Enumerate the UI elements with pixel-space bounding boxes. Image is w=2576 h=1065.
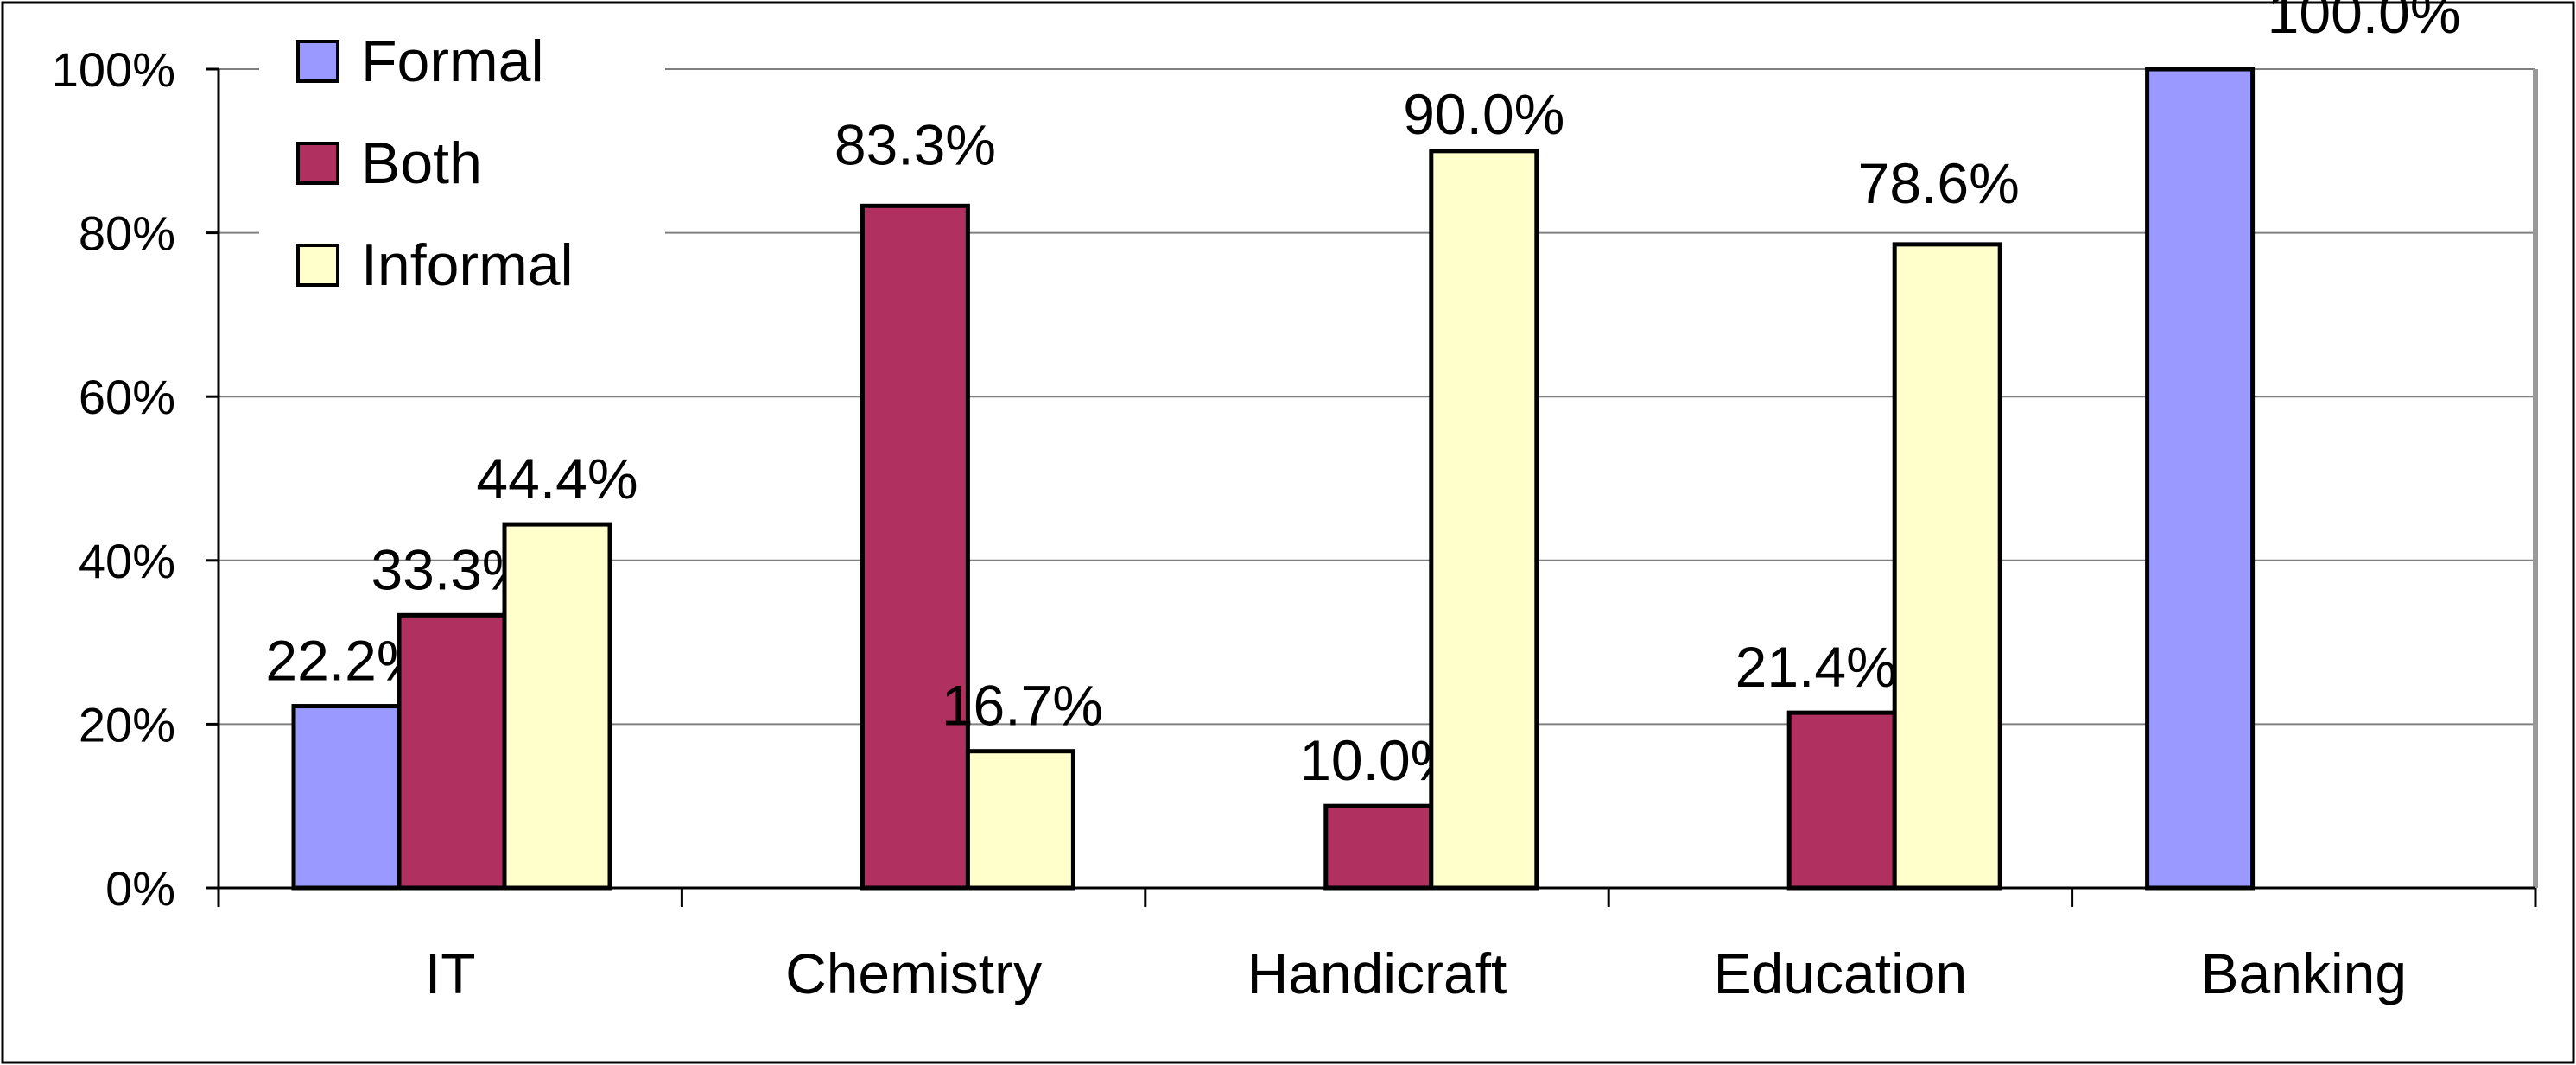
bar-informal-handicraft bbox=[1429, 149, 1539, 891]
legend-label-both: Both bbox=[361, 130, 482, 196]
y-tick-label: 80% bbox=[79, 206, 175, 261]
bar-both-education bbox=[1786, 710, 1897, 891]
bar-formal-banking bbox=[2145, 67, 2256, 891]
bar-both-chemistry bbox=[860, 203, 970, 891]
x-category-label: Banking bbox=[2201, 941, 2408, 1005]
bar-both-handicraft bbox=[1323, 803, 1434, 891]
bar-formal-it bbox=[291, 704, 402, 891]
x-category-label: Handicraft bbox=[1247, 941, 1507, 1005]
bar-informal-it bbox=[502, 522, 612, 891]
legend: Formal Both Informal bbox=[259, 9, 665, 304]
x-category-label: IT bbox=[425, 941, 476, 1005]
data-label: 90.0% bbox=[1403, 82, 1564, 146]
legend-label-informal: Informal bbox=[361, 232, 574, 298]
data-label: 100.0% bbox=[2268, 0, 2461, 45]
bar-informal-chemistry bbox=[965, 749, 1075, 891]
bar-both-it bbox=[397, 612, 507, 891]
y-tick-label: 100% bbox=[52, 42, 175, 97]
x-category-label: Chemistry bbox=[785, 941, 1042, 1005]
data-label: 78.6% bbox=[1858, 151, 2020, 215]
x-category-label: Education bbox=[1714, 941, 1968, 1005]
data-label: 21.4% bbox=[1735, 635, 1897, 699]
data-label: 44.4% bbox=[476, 447, 638, 510]
legend-swatch-formal bbox=[296, 40, 339, 83]
legend-label-formal: Formal bbox=[361, 29, 544, 94]
data-label: 16.7% bbox=[942, 674, 1103, 738]
bar-informal-education bbox=[1892, 242, 2002, 891]
legend-swatch-both bbox=[296, 142, 339, 185]
legend-swatch-informal bbox=[296, 244, 339, 287]
y-tick-label: 0% bbox=[105, 861, 175, 916]
y-tick-label: 60% bbox=[79, 370, 175, 424]
y-tick-label: 20% bbox=[79, 697, 175, 751]
data-label: 83.3% bbox=[834, 112, 996, 176]
y-tick-label: 40% bbox=[79, 534, 175, 588]
